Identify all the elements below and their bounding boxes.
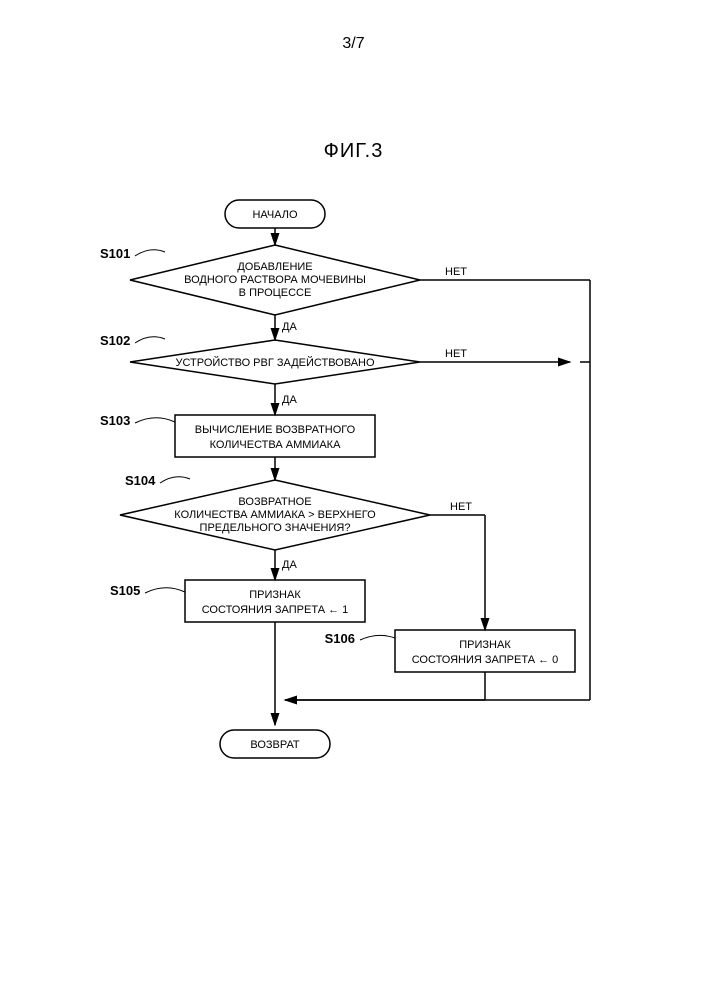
svg-text:НЕТ: НЕТ: [445, 348, 467, 360]
node-s105: ПРИЗНАК СОСТОЯНИЯ ЗАПРЕТА ← 1: [185, 580, 365, 622]
svg-text:В ПРОЦЕССЕ: В ПРОЦЕССЕ: [239, 287, 312, 299]
node-s102: УСТРОЙСТВО РВГ ЗАДЕЙСТВОВАНО: [130, 340, 420, 384]
svg-text:СОСТОЯНИЯ ЗАПРЕТА ← 0: СОСТОЯНИЯ ЗАПРЕТА ← 0: [412, 654, 559, 666]
step-label-s101: S101: [100, 246, 130, 261]
flowchart-svg: НАЧАЛО ДОБАВЛЕНИЕ ВОДНОГО РАСТВОРА МОЧЕВ…: [0, 190, 707, 890]
svg-text:ДА: ДА: [282, 321, 297, 333]
svg-text:КОЛИЧЕСТВА АММИАКА > ВЕРХНЕГО: КОЛИЧЕСТВА АММИАКА > ВЕРХНЕГО: [174, 509, 376, 521]
svg-text:ВЫЧИСЛЕНИЕ ВОЗВРАТНОГО: ВЫЧИСЛЕНИЕ ВОЗВРАТНОГО: [195, 424, 356, 436]
node-start: НАЧАЛО: [225, 200, 325, 228]
svg-text:ДА: ДА: [282, 394, 297, 406]
svg-text:ПРЕДЕЛЬНОГО ЗНАЧЕНИЯ?: ПРЕДЕЛЬНОГО ЗНАЧЕНИЯ?: [200, 522, 351, 534]
svg-text:НЕТ: НЕТ: [445, 266, 467, 278]
step-label-s104: S104: [125, 473, 156, 488]
step-label-s106: S106: [325, 631, 355, 646]
svg-text:ДОБАВЛЕНИЕ: ДОБАВЛЕНИЕ: [237, 261, 312, 273]
node-s103: ВЫЧИСЛЕНИЕ ВОЗВРАТНОГО КОЛИЧЕСТВА АММИАК…: [175, 415, 375, 457]
svg-text:ДА: ДА: [282, 559, 297, 571]
svg-text:ПРИЗНАК: ПРИЗНАК: [249, 589, 301, 601]
svg-text:ВОДНОГО РАСТВОРА МОЧЕВИНЫ: ВОДНОГО РАСТВОРА МОЧЕВИНЫ: [184, 274, 366, 286]
node-s101: ДОБАВЛЕНИЕ ВОДНОГО РАСТВОРА МОЧЕВИНЫ В П…: [130, 245, 420, 315]
svg-text:ПРИЗНАК: ПРИЗНАК: [459, 639, 511, 651]
node-s106: ПРИЗНАК СОСТОЯНИЯ ЗАПРЕТА ← 0: [395, 630, 575, 672]
svg-text:КОЛИЧЕСТВА АММИАКА: КОЛИЧЕСТВА АММИАКА: [210, 439, 341, 451]
step-label-s103: S103: [100, 413, 130, 428]
start-label: НАЧАЛО: [252, 209, 298, 221]
svg-text:НЕТ: НЕТ: [450, 501, 472, 513]
node-s104: ВОЗВРАТНОЕ КОЛИЧЕСТВА АММИАКА > ВЕРХНЕГО…: [120, 480, 430, 550]
step-label-s105: S105: [110, 583, 140, 598]
svg-text:СОСТОЯНИЯ ЗАПРЕТА ← 1: СОСТОЯНИЯ ЗАПРЕТА ← 1: [202, 604, 349, 616]
figure-title: ФИГ.3: [324, 140, 384, 163]
svg-text:УСТРОЙСТВО РВГ ЗАДЕЙСТВОВАНО: УСТРОЙСТВО РВГ ЗАДЕЙСТВОВАНО: [175, 356, 375, 369]
svg-text:ВОЗВРАТНОЕ: ВОЗВРАТНОЕ: [238, 496, 311, 508]
return-label: ВОЗВРАТ: [250, 739, 300, 751]
page-number: 3/7: [342, 35, 364, 53]
node-return: ВОЗВРАТ: [220, 730, 330, 758]
step-label-s102: S102: [100, 333, 130, 348]
